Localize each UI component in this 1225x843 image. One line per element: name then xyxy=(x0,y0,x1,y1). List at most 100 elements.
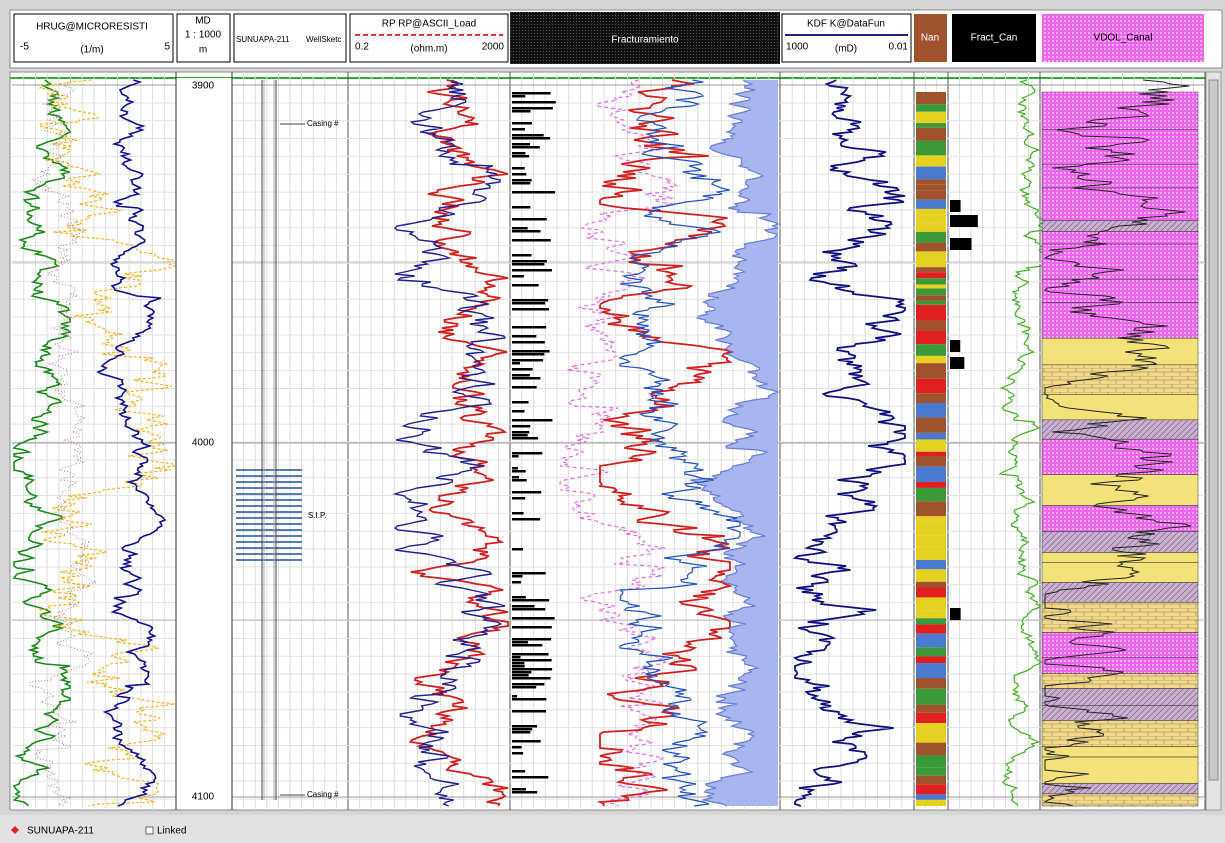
lithology-band xyxy=(916,755,946,768)
track-title: HRUG@MICRORESISTI xyxy=(36,22,148,33)
track-title: Fract_Can xyxy=(971,33,1018,44)
fracture-bar xyxy=(512,425,531,428)
lithology-band xyxy=(916,775,946,785)
lithology-band xyxy=(916,242,946,252)
lithology-band xyxy=(916,742,946,756)
track-subtitle: WellSketc xyxy=(306,35,341,44)
linked-checkbox[interactable] xyxy=(145,826,154,835)
lithology-band xyxy=(916,272,946,279)
log-curve xyxy=(596,79,733,807)
fracture-bar xyxy=(512,146,540,149)
fracture-bar xyxy=(512,269,552,272)
fracture-bar xyxy=(512,275,524,278)
lithology-band xyxy=(916,123,946,128)
fracture-bar xyxy=(512,431,530,434)
lithology-band xyxy=(916,521,946,536)
fracture-bar xyxy=(512,467,518,470)
header-fill xyxy=(1042,14,1204,62)
lithology-band xyxy=(916,127,946,141)
fracture-bar xyxy=(512,752,524,755)
facies-band xyxy=(1041,91,1199,130)
linked-label[interactable]: Linked xyxy=(157,826,186,837)
log-curve xyxy=(96,79,167,807)
lithology-band xyxy=(916,288,946,296)
lithology-band xyxy=(916,111,946,124)
lithology-band xyxy=(916,330,946,345)
facies-band xyxy=(1041,164,1199,189)
fracture-bar xyxy=(512,362,520,365)
lithology-band xyxy=(916,487,946,502)
lithology-band xyxy=(916,355,946,364)
fracture-bar xyxy=(512,374,530,377)
fracture-bar xyxy=(512,581,521,584)
fracture-bar xyxy=(512,353,545,356)
log-curve xyxy=(618,79,741,807)
lithology-band xyxy=(916,688,946,705)
facies-band xyxy=(1041,783,1199,795)
fracture-count xyxy=(950,238,972,250)
lithology-band xyxy=(916,140,946,156)
scrollbar-thumb[interactable] xyxy=(1208,79,1219,781)
fracture-bar xyxy=(512,626,552,629)
scale-unit: (1/m) xyxy=(80,45,103,56)
fracture-bar xyxy=(512,770,526,773)
fracture-bar xyxy=(512,230,541,233)
fracture-bar xyxy=(512,791,538,794)
well-icon xyxy=(11,826,19,834)
track-title: KDF K@DataFun xyxy=(807,19,885,30)
scale-max: 0.01 xyxy=(889,42,909,53)
lithology-band xyxy=(916,677,946,689)
fracture-count xyxy=(950,357,965,369)
fracture-bar xyxy=(512,92,551,95)
fracture-bar xyxy=(512,731,531,734)
lithology-band xyxy=(916,466,946,482)
lithology-band xyxy=(916,559,946,570)
fracture-bar xyxy=(512,677,551,680)
fracture-bar xyxy=(512,452,543,455)
perforation-label: S.I.P. xyxy=(308,511,327,520)
lithology-band xyxy=(916,624,946,634)
facies-band xyxy=(1041,438,1199,475)
well-name[interactable]: SUNUAPA-211 xyxy=(27,826,94,837)
lithology-band xyxy=(916,155,946,167)
scale-max: 5 xyxy=(164,42,170,53)
lithology-band xyxy=(916,704,946,713)
lithology-band xyxy=(916,393,946,404)
fracture-bar xyxy=(512,497,526,500)
scale-unit: (mD) xyxy=(835,44,857,55)
well-sketch xyxy=(261,80,305,800)
facies-band xyxy=(1041,562,1199,583)
lithology-band xyxy=(916,295,946,301)
fracture-bar xyxy=(512,671,532,674)
facies-band xyxy=(1041,720,1199,747)
track-title: VDOL_Canal xyxy=(1094,33,1153,44)
lithology-band xyxy=(916,439,946,452)
fracture-bar xyxy=(512,143,531,146)
log-curve xyxy=(998,79,1052,807)
lithology-band xyxy=(916,300,946,305)
track-title: MD xyxy=(195,16,211,27)
fracture-bar xyxy=(512,386,537,389)
log-curve xyxy=(559,79,679,807)
depth-track xyxy=(176,78,232,808)
fracture-bar xyxy=(512,167,525,170)
lithology-band xyxy=(916,784,946,795)
fracture-bar xyxy=(512,182,531,185)
fracture-bar xyxy=(512,326,547,329)
status-bar xyxy=(0,815,1225,843)
fracture-bar xyxy=(512,698,547,701)
lithology-band xyxy=(916,284,946,289)
fracture-bar xyxy=(512,101,556,104)
fracture-bar xyxy=(512,656,521,659)
facies-band xyxy=(1041,688,1199,706)
fracture-bar xyxy=(512,128,525,131)
fracture-bar xyxy=(512,110,531,113)
lithology-band xyxy=(916,656,946,664)
facies-band xyxy=(1041,129,1199,165)
depth-label: 4100 xyxy=(192,792,215,803)
lithology-band xyxy=(916,610,946,619)
scale-unit: m xyxy=(199,45,207,56)
log-curves xyxy=(12,79,1199,807)
lithology-band xyxy=(916,799,946,806)
